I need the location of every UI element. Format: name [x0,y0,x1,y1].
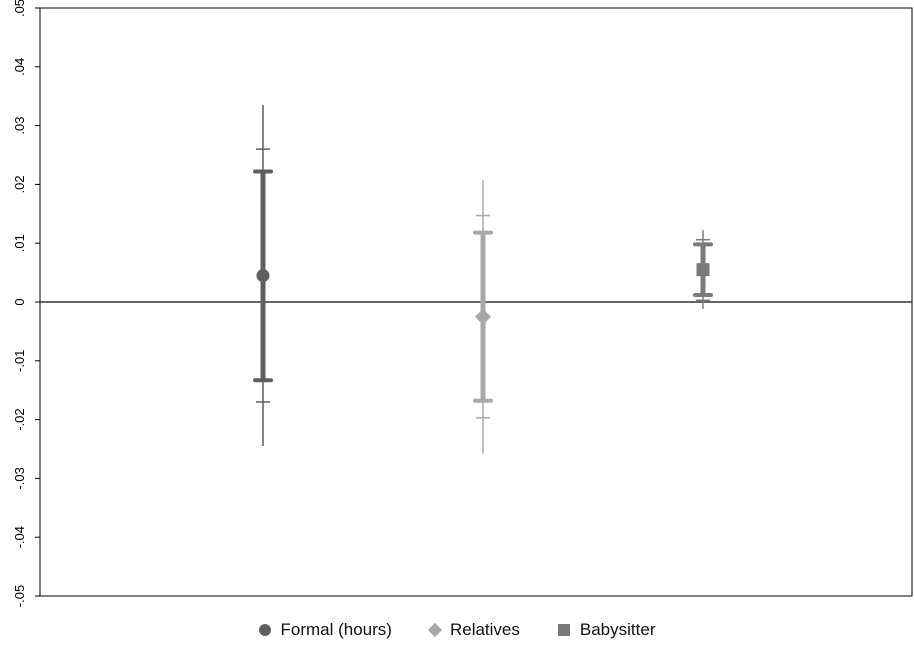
legend-item-babysitter: Babysitter [557,620,656,640]
legend-item-relatives: Relatives [427,620,520,640]
y-tick-label: .04 [12,58,27,76]
estimate-point [475,308,491,325]
estimate-point [256,269,270,283]
y-tick-label: -.01 [12,350,27,372]
plot-area: -.05 -.04 -.03 -.02 -.01 0 .01 .02 .03 .04 .05 [12,0,913,607]
y-tick-label: .05 [12,0,27,17]
estimate-point [696,263,710,277]
y-tick-label: 0 [12,298,27,305]
circle-marker-icon [258,624,271,636]
square-marker-icon [557,624,570,636]
y-tick-label: .03 [12,117,27,135]
y-tick-label: .02 [12,175,27,193]
y-tick-label: -.05 [12,585,27,607]
y-tick-label: .01 [12,234,27,252]
legend-item-formal: Formal (hours) [258,620,392,640]
diamond-marker-icon [427,622,443,638]
y-tick-label: -.04 [12,526,27,548]
y-tick-label: -.02 [12,408,27,430]
legend-label: Formal (hours) [280,620,392,639]
y-tick-label: -.03 [12,467,27,489]
legend: Formal (hours) Relatives Babysitter [0,620,914,640]
legend-label: Babysitter [579,620,656,639]
legend-label: Relatives [449,620,520,639]
